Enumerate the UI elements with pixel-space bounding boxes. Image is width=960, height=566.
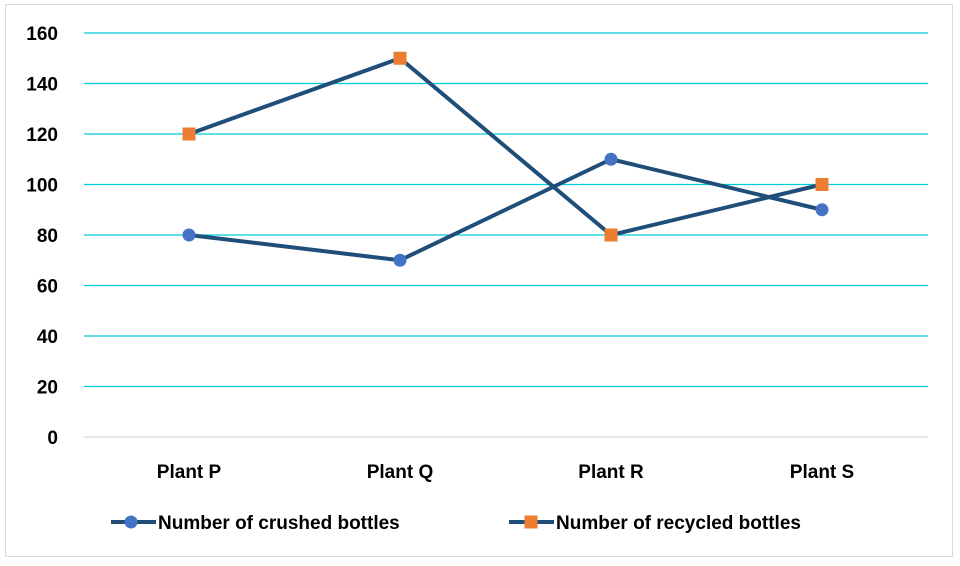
data-point-series-1 (815, 203, 829, 217)
y-tick-label: 20 (37, 378, 58, 399)
series-line-1 (187, 157, 824, 263)
series-line-2 (187, 56, 824, 237)
legend: Number of crushed bottles Number of recyc… (111, 513, 801, 534)
legend-marker (524, 515, 538, 529)
data-point-series-1 (182, 228, 196, 242)
y-tick-label: 40 (37, 327, 58, 348)
y-tick-label: 60 (37, 277, 58, 298)
chart-frame (5, 4, 953, 557)
y-tick-label: 100 (26, 176, 58, 197)
data-point-series-2 (393, 51, 407, 65)
data-point-series-1 (393, 253, 407, 267)
x-tick-labels: Plant P Plant Q Plant R Plant S (157, 462, 854, 483)
data-point-series-2 (604, 228, 618, 242)
data-point-series-2 (182, 127, 196, 141)
x-tick-label: Plant Q (367, 462, 434, 483)
y-tick-labels: 0 20 40 60 80 100 120 140 160 (26, 24, 58, 449)
y-tick-label: 0 (47, 428, 58, 449)
series-markers (182, 51, 829, 267)
x-tick-label: Plant R (578, 462, 644, 483)
y-tick-label: 140 (26, 75, 58, 96)
x-tick-label: Plant S (790, 462, 854, 483)
legend-label: Number of recycled bottles (556, 513, 801, 534)
series-lines (187, 56, 824, 263)
data-point-series-2 (815, 178, 829, 191)
y-tick-label: 120 (26, 125, 58, 146)
y-tick-label: 160 (26, 24, 58, 45)
legend-item: Number of crushed bottles (111, 513, 400, 534)
legend-item: Number of recycled bottles (509, 513, 801, 534)
data-point-series-1 (604, 152, 618, 166)
x-tick-label: Plant P (157, 462, 222, 483)
y-tick-label: 80 (37, 226, 58, 247)
legend-marker (124, 515, 138, 529)
legend-label: Number of crushed bottles (158, 513, 400, 534)
gridlines (84, 32, 928, 388)
